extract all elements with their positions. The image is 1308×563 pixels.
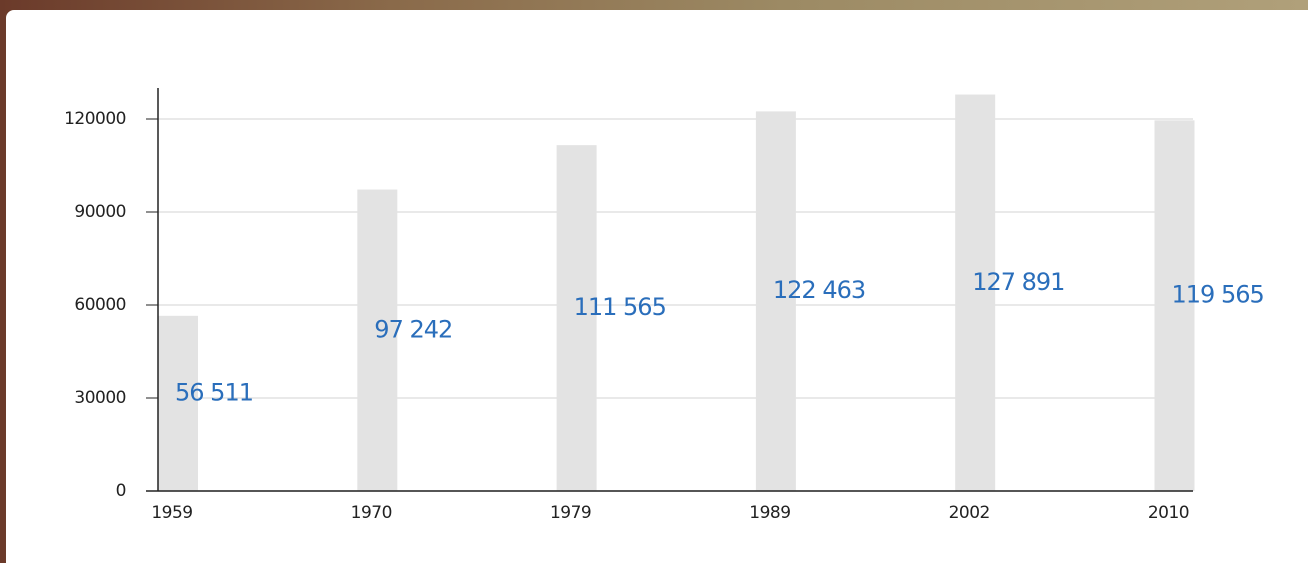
x-tick-label: 1959	[151, 503, 192, 523]
x-tick-label: 2010	[1148, 503, 1189, 523]
value-label: 119 565	[1172, 281, 1264, 309]
x-tick-label: 1970	[351, 503, 392, 523]
value-label: 111 565	[574, 293, 666, 321]
x-tick-label: 2002	[949, 503, 990, 523]
y-tick-label: 90000	[74, 202, 126, 222]
y-tick-label: 120000	[64, 109, 126, 129]
y-tick-label: 30000	[74, 388, 126, 408]
value-label: 122 463	[773, 276, 865, 304]
y-tick-label: 0	[116, 481, 126, 501]
value-label: 127 891	[972, 268, 1064, 296]
y-tick-label: 60000	[74, 295, 126, 315]
x-tick-label: 1979	[550, 503, 591, 523]
x-tick-label: 1989	[749, 503, 790, 523]
page: {"chart_data": {"type": "bar", "categori…	[0, 0, 1308, 563]
value-label: 97 242	[374, 315, 452, 343]
chart: 0 30000 60000 90000 120000 1959 56 511 1970 97 2…	[0, 0, 1308, 563]
value-label: 56 511	[175, 378, 253, 406]
